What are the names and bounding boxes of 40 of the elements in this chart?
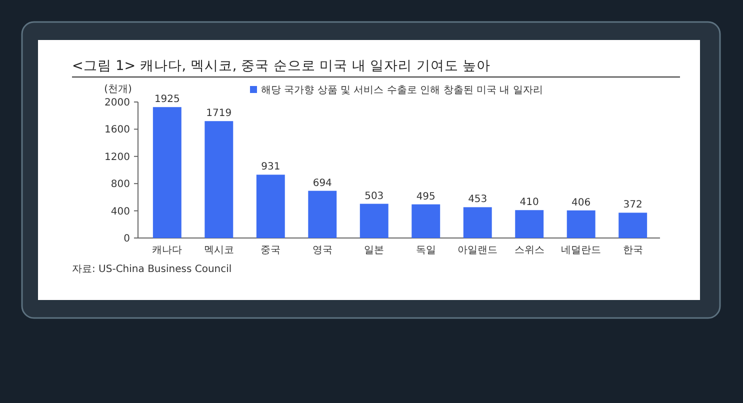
x-tick-label: 네덜란드: [561, 245, 602, 256]
y-tick-label: 800: [110, 179, 130, 190]
data-label: 694: [312, 178, 332, 189]
bar: [152, 107, 182, 238]
bar: [412, 204, 440, 238]
text: 자료: US-China Business Council: [72, 264, 232, 275]
bar: [360, 204, 388, 238]
bar: [308, 190, 337, 238]
x-tick-label: 아일랜드: [458, 245, 498, 256]
chart-title: <그림 1> 캐나다, 멕시코, 중국 순으로 미국 내 일자리 기여도 높아: [72, 58, 491, 74]
data-label: 1719: [206, 108, 232, 120]
y-tick-label: 2000: [104, 98, 130, 108]
bar: [566, 210, 596, 238]
x-tick-label: 독일: [416, 245, 436, 256]
y-tick-label: 400: [110, 206, 130, 218]
legend-label: 해당 국가향 상품 및 서비스 수출로 인해 창출된 미국 내 일자리: [261, 85, 543, 96]
y-axis-title: (천개): [104, 84, 132, 95]
bar: [515, 210, 544, 238]
data-label: 503: [364, 190, 384, 202]
data-label: 495: [416, 191, 436, 202]
data-label: 931: [261, 162, 280, 173]
x-tick-label: 중국: [260, 245, 281, 256]
data-label: 406: [572, 197, 591, 208]
x-tick-label: 멕시코: [204, 245, 234, 256]
data-label: 1925: [154, 94, 180, 106]
x-tick-label: 일본: [364, 245, 384, 256]
data-label: 453: [468, 194, 488, 206]
x-tick-label: 한국: [622, 245, 643, 256]
data-label: 410: [520, 197, 539, 208]
x-tick-label: 영국: [312, 245, 332, 256]
y-tick-label: 1600: [104, 124, 130, 136]
bar: [463, 207, 492, 238]
data-label: 372: [623, 200, 642, 211]
bar: [204, 121, 234, 238]
x-tick-label: 캐나다: [152, 245, 182, 256]
x-tick-label: 스위스: [514, 245, 544, 256]
y-tick-label: 1200: [104, 152, 130, 163]
bar: [618, 212, 648, 238]
y-tick-label: 0: [124, 234, 130, 244]
bar: [256, 174, 285, 238]
